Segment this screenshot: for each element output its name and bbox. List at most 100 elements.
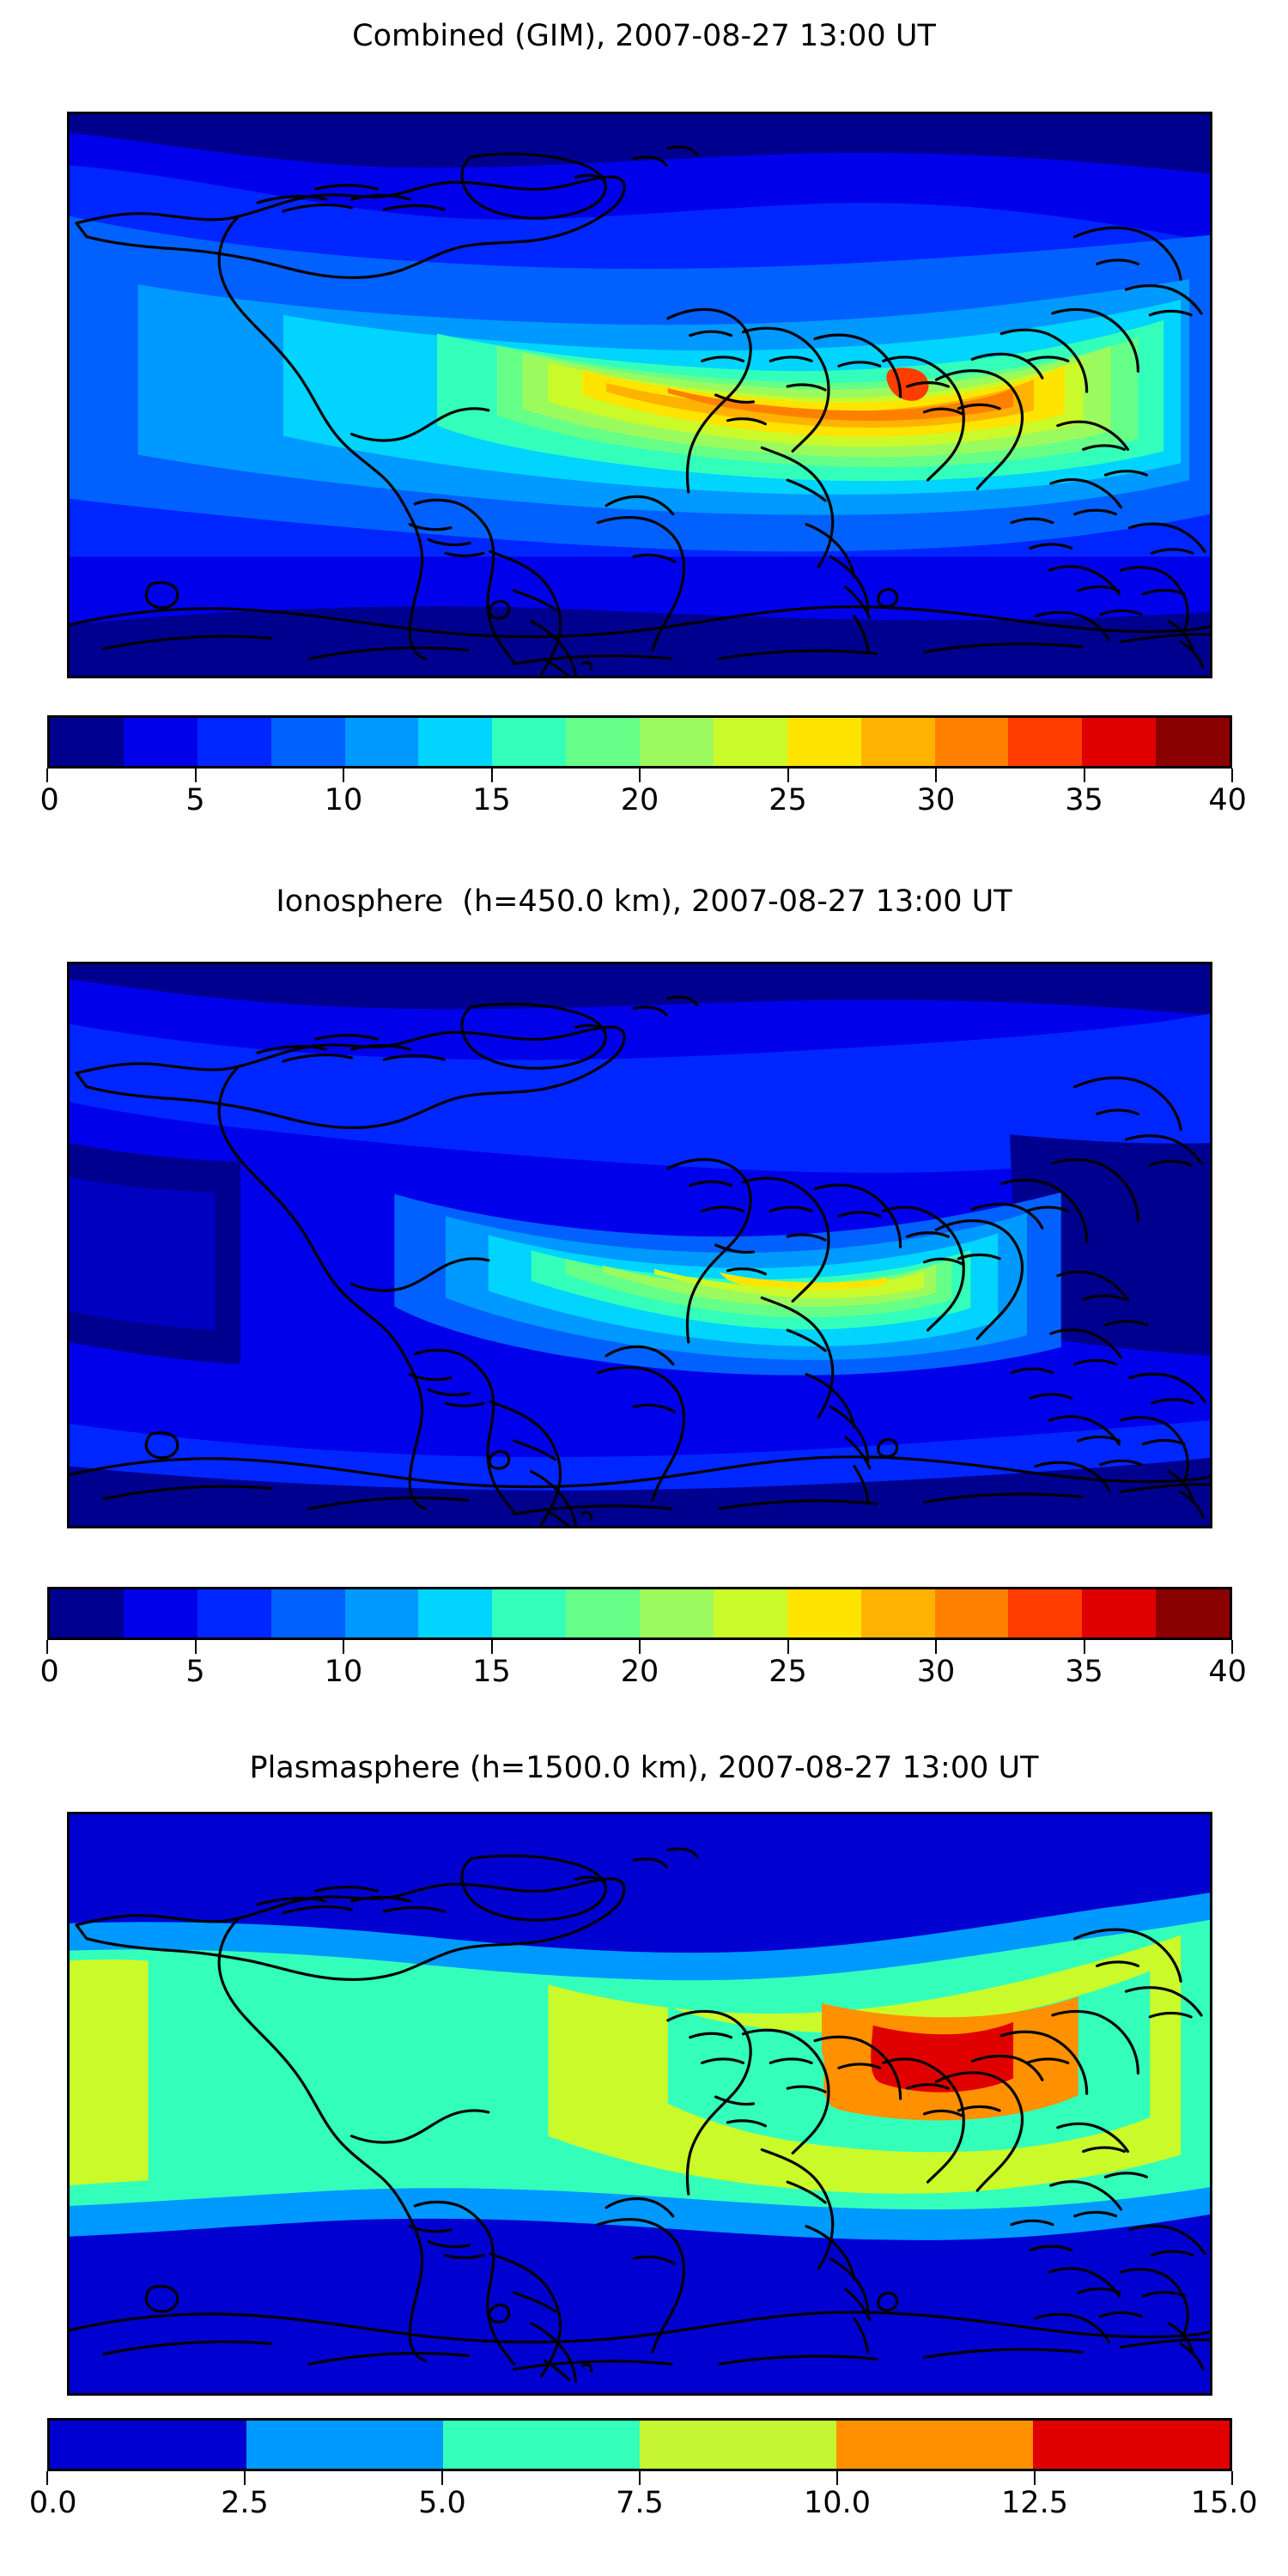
colorbar-combined-tick-8 — [1231, 769, 1233, 782]
colorbar-combined-tick-7 — [1083, 769, 1085, 782]
colorbar-combined-tick-label-8: 40 — [1208, 783, 1247, 817]
colorbar-ionosphere-ticks — [46, 1640, 1233, 1654]
colorbar-plasmasphere-tick-label-6: 15.0 — [1190, 2486, 1258, 2520]
colorbar-ionosphere-band-7 — [566, 1589, 640, 1637]
colorbar-plasmasphere-tick-4 — [836, 2471, 838, 2485]
colorbar-ionosphere-band-12 — [934, 1589, 1009, 1637]
colorbar-plasmasphere-band-4 — [836, 2421, 1033, 2469]
colorbar-plasmasphere-tick-label-3: 7.5 — [616, 2486, 664, 2520]
colorbar-ionosphere-tick-1 — [194, 1640, 197, 1654]
map-plasmasphere[interactable] — [67, 1812, 1212, 2396]
colorbar-plasmasphere-band-1 — [246, 2421, 443, 2469]
colorbar-ionosphere-tick-3 — [490, 1640, 493, 1654]
colorbar-combined-tick-label-1: 5 — [185, 783, 205, 817]
colorbar-plasmasphere[interactable] — [47, 2418, 1232, 2471]
colorbar-combined-ticks — [46, 769, 1233, 782]
colorbar-ionosphere-tick-label-3: 15 — [472, 1655, 511, 1689]
colorbar-ionosphere-labels: 0 5 10 15 20 25 30 35 40 — [40, 1655, 1247, 1697]
colorbar-combined-band-3 — [270, 718, 345, 766]
colorbar-combined-band-8 — [640, 718, 714, 766]
colorbar-plasmasphere-tick-6 — [1231, 2471, 1233, 2485]
panel-title-combined: Combined (GIM), 2007-08-27 13:00 UT — [352, 19, 936, 53]
coastlines-plasmasphere — [70, 1847, 1210, 2383]
contour-fill-plasmasphere — [70, 1814, 1210, 2393]
colorbar-ionosphere-tick-0 — [46, 1640, 48, 1654]
colorbar-combined-tick-label-5: 25 — [769, 783, 807, 817]
colorbar-plasmasphere-tick-1 — [244, 2471, 246, 2485]
panel-plasmasphere: Plasmasphere (h=1500.0 km), 2007-08-27 1… — [0, 1731, 1288, 2576]
colorbar-combined-tick-label-7: 35 — [1065, 783, 1103, 817]
colorbar-plasmasphere-ticks — [46, 2471, 1233, 2485]
colorbar-combined-tick-2 — [343, 769, 344, 782]
colorbar-plasmasphere-tick-label-1: 2.5 — [221, 2486, 269, 2520]
colorbar-combined-tick-label-3: 15 — [472, 783, 511, 817]
colorbar-combined-band-11 — [860, 718, 935, 766]
colorbar-ionosphere-band-9 — [713, 1589, 787, 1637]
colorbar-combined-tick-3 — [490, 769, 493, 782]
colorbar-ionosphere-band-15 — [1156, 1589, 1230, 1637]
colorbar-ionosphere-tick-label-5: 25 — [769, 1655, 807, 1689]
panel-combined-gim: Combined (GIM), 2007-08-27 13:00 UT — [0, 0, 1288, 859]
colorbar-plasmasphere-band-5 — [1033, 2421, 1230, 2469]
map-combined-gim[interactable] — [67, 112, 1212, 678]
colorbar-plasmasphere-tick-3 — [639, 2471, 641, 2485]
colorbar-ionosphere-tick-7 — [1083, 1640, 1085, 1654]
colorbar-plasmasphere-band-0 — [50, 2421, 246, 2469]
colorbar-ionosphere-tick-label-7: 35 — [1065, 1655, 1103, 1689]
coastlines-ionosphere — [70, 995, 1210, 1526]
colorbar-combined-tick-label-6: 30 — [916, 783, 956, 817]
map-ionosphere[interactable] — [67, 962, 1212, 1528]
colorbar-ionosphere-tick-2 — [343, 1640, 344, 1654]
colorbar-ionosphere-band-8 — [640, 1589, 714, 1637]
colorbar-combined-tick-4 — [639, 769, 641, 782]
colorbar-combined-band-1 — [123, 718, 197, 766]
colorbar-combined-band-0 — [50, 718, 124, 766]
colorbar-ionosphere-band-13 — [1008, 1589, 1083, 1637]
colorbar-combined-tick-label-4: 20 — [620, 783, 659, 817]
colorbar-plasmasphere-tick-5 — [1034, 2471, 1036, 2485]
colorbar-plasmasphere-tick-label-0: 0.0 — [28, 2486, 77, 2520]
map-combined-svg — [70, 114, 1210, 676]
colorbar-ionosphere-band-10 — [787, 1589, 861, 1637]
colorbar-combined-tick-0 — [46, 769, 48, 782]
colorbar-plasmasphere-band-2 — [443, 2421, 640, 2469]
colorbar-combined-band-9 — [713, 718, 787, 766]
colorbar-ionosphere-tick-label-4: 20 — [620, 1655, 659, 1689]
colorbar-combined-band-4 — [344, 718, 419, 766]
colorbar-combined-band-6 — [492, 718, 567, 766]
colorbar-plasmasphere-bands — [47, 2418, 1232, 2471]
colorbar-combined-labels: 0 5 10 15 20 25 30 35 40 — [40, 783, 1247, 825]
colorbar-ionosphere-tick-5 — [787, 1640, 789, 1654]
colorbar-combined-tick-6 — [935, 769, 937, 782]
colorbar-ionosphere-tick-8 — [1231, 1640, 1233, 1654]
colorbar-ionosphere-tick-label-6: 30 — [916, 1655, 956, 1689]
colorbar-ionosphere-band-1 — [123, 1589, 197, 1637]
colorbar-combined-band-15 — [1156, 718, 1230, 766]
colorbar-ionosphere-tick-4 — [639, 1640, 641, 1654]
colorbar-ionosphere-band-0 — [50, 1589, 124, 1637]
colorbar-plasmasphere-tick-2 — [441, 2471, 443, 2485]
colorbar-combined-tick-5 — [787, 769, 789, 782]
contour-fill-ionosphere — [70, 964, 1210, 1526]
colorbar-combined-band-13 — [1008, 718, 1083, 766]
colorbar-combined-band-14 — [1082, 718, 1157, 766]
panel-ionosphere: Ionosphere (h=450.0 km), 2007-08-27 13:0… — [0, 866, 1288, 1724]
panel-title-ionosphere: Ionosphere (h=450.0 km), 2007-08-27 13:0… — [276, 884, 1012, 919]
coastlines-combined — [70, 145, 1210, 676]
colorbar-combined-band-5 — [418, 718, 493, 766]
map-plasmasphere-svg — [70, 1814, 1210, 2393]
colorbar-ionosphere-tick-label-8: 40 — [1208, 1655, 1247, 1689]
colorbar-ionosphere[interactable] — [47, 1587, 1232, 1640]
panel-title-plasmasphere: Plasmasphere (h=1500.0 km), 2007-08-27 1… — [249, 1751, 1039, 1785]
colorbar-combined-tick-label-0: 0 — [39, 783, 59, 817]
colorbar-ionosphere-tick-label-2: 10 — [324, 1655, 363, 1689]
colorbar-ionosphere-bands — [47, 1587, 1232, 1640]
colorbar-ionosphere-band-2 — [197, 1589, 271, 1637]
colorbar-ionosphere-band-14 — [1082, 1589, 1157, 1637]
colorbar-ionosphere-band-11 — [860, 1589, 935, 1637]
colorbar-ionosphere-band-3 — [270, 1589, 345, 1637]
colorbar-combined-band-7 — [566, 718, 640, 766]
colorbar-combined[interactable] — [47, 715, 1232, 769]
colorbar-ionosphere-tick-label-1: 5 — [185, 1655, 205, 1689]
